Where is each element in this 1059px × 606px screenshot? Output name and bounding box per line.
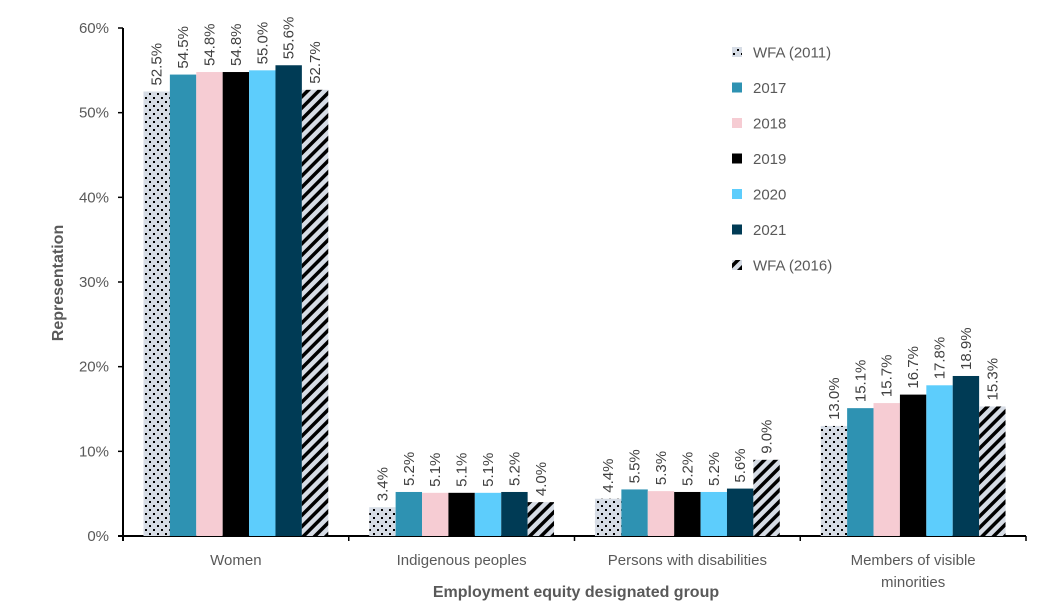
x-tick-label: minorities [881,574,945,591]
bar [501,491,528,536]
y-tick-label: 20% [79,359,109,376]
data-label: 4.4% [600,459,617,493]
data-label: 15.1% [852,360,869,403]
bar [594,498,622,536]
bar [275,65,302,537]
data-label: 5.2% [679,452,696,486]
y-tick-label: 30% [79,274,109,291]
data-label: 5.2% [506,452,523,486]
bar [249,70,276,536]
data-label: 52.5% [149,43,166,86]
x-tick-label: Members of visible [851,552,976,569]
bar [369,507,396,536]
bar [222,72,250,536]
legend-item: 2021 [732,222,786,239]
data-label: 54.8% [201,23,218,66]
bar [674,491,701,536]
data-label: 5.1% [454,453,471,487]
legend-item: 2018 [732,116,786,133]
bar [820,425,848,536]
legend-item: 2019 [732,151,786,168]
legend-label: WFA (2011) [753,45,831,62]
legend-label: 2020 [753,187,786,204]
data-label: 5.5% [627,449,644,483]
legend-label: 2021 [753,222,786,239]
x-tick-label: Persons with disabilities [608,552,767,569]
bar [753,459,780,536]
legend-swatch [732,118,742,128]
data-label: 55.0% [254,22,271,65]
y-tick-label: 50% [79,105,109,122]
x-tick-label: Women [210,552,261,569]
bar [621,489,648,536]
bar [700,491,727,536]
bar [647,491,675,536]
data-label: 5.3% [653,451,670,485]
bar [301,89,329,536]
y-tick-label: 60% [79,20,109,37]
bar [847,408,874,536]
y-tick-label: 40% [79,189,109,206]
y-tick-label: 10% [79,443,109,460]
legend-swatch [732,224,742,235]
data-label: 15.3% [984,358,1001,401]
data-labels: 52.5% 3.4% 4.4% 13.0% 54.5% 5.2% 5.5% 15.1% 54.8… [149,17,1002,502]
legend-item: 2020 [732,187,786,204]
legend-swatch [732,260,742,270]
data-label: 3.4% [374,467,391,501]
legend-swatch [732,82,742,93]
bar [726,488,754,536]
x-axis-title: Employment equity designated group [433,584,719,601]
x-tick-label: Indigenous peoples [397,552,527,569]
legend-label: 2019 [753,151,786,168]
data-label: 4.0% [533,462,550,496]
legend-swatch [732,153,742,164]
data-label: 5.6% [732,448,749,482]
bar [899,394,927,536]
bar [474,492,502,536]
legend-swatch [732,189,742,199]
bar [979,406,1006,536]
y-tick-label: 0% [87,528,109,545]
legend-label: 2017 [753,80,786,97]
bar [143,91,170,536]
bar [196,72,223,536]
data-label: 5.1% [480,453,497,487]
data-label: 54.8% [228,23,245,66]
data-label: 5.1% [427,453,444,487]
data-label: 15.7% [879,355,896,398]
bars [143,65,1006,537]
legend-label: 2018 [753,116,786,133]
data-label: 13.0% [826,377,843,420]
data-label: 5.2% [706,452,723,486]
data-label: 16.7% [905,346,922,389]
data-label: 9.0% [759,420,776,454]
data-label: 18.9% [958,327,975,370]
bar [448,492,475,536]
y-axis-title: Representation [50,225,67,341]
legend: WFA (2011) 2017 2018 2019 2020 2021 WFA (2016) [732,45,832,275]
y-axis: 0% 10% 20% 30% 40% 50% 60% [79,20,124,545]
data-label: 52.7% [307,41,324,84]
bar [527,502,555,536]
legend-item: WFA (2011) [732,45,831,62]
data-label: 55.6% [281,17,298,60]
bar [395,491,423,536]
x-axis: Women Indigenous peoples Persons with disa… [118,535,1027,591]
legend-item: 2017 [732,80,786,97]
bar [952,375,980,536]
data-label: 17.8% [932,337,949,380]
legend-label: WFA (2016) [753,258,832,275]
bar [422,492,449,536]
data-label: 5.2% [401,452,418,486]
legend-item: WFA (2016) [732,258,832,275]
bar [169,74,197,537]
legend-swatch [732,47,742,57]
bar [926,385,953,536]
data-label: 54.5% [175,26,192,69]
bar [873,403,900,536]
